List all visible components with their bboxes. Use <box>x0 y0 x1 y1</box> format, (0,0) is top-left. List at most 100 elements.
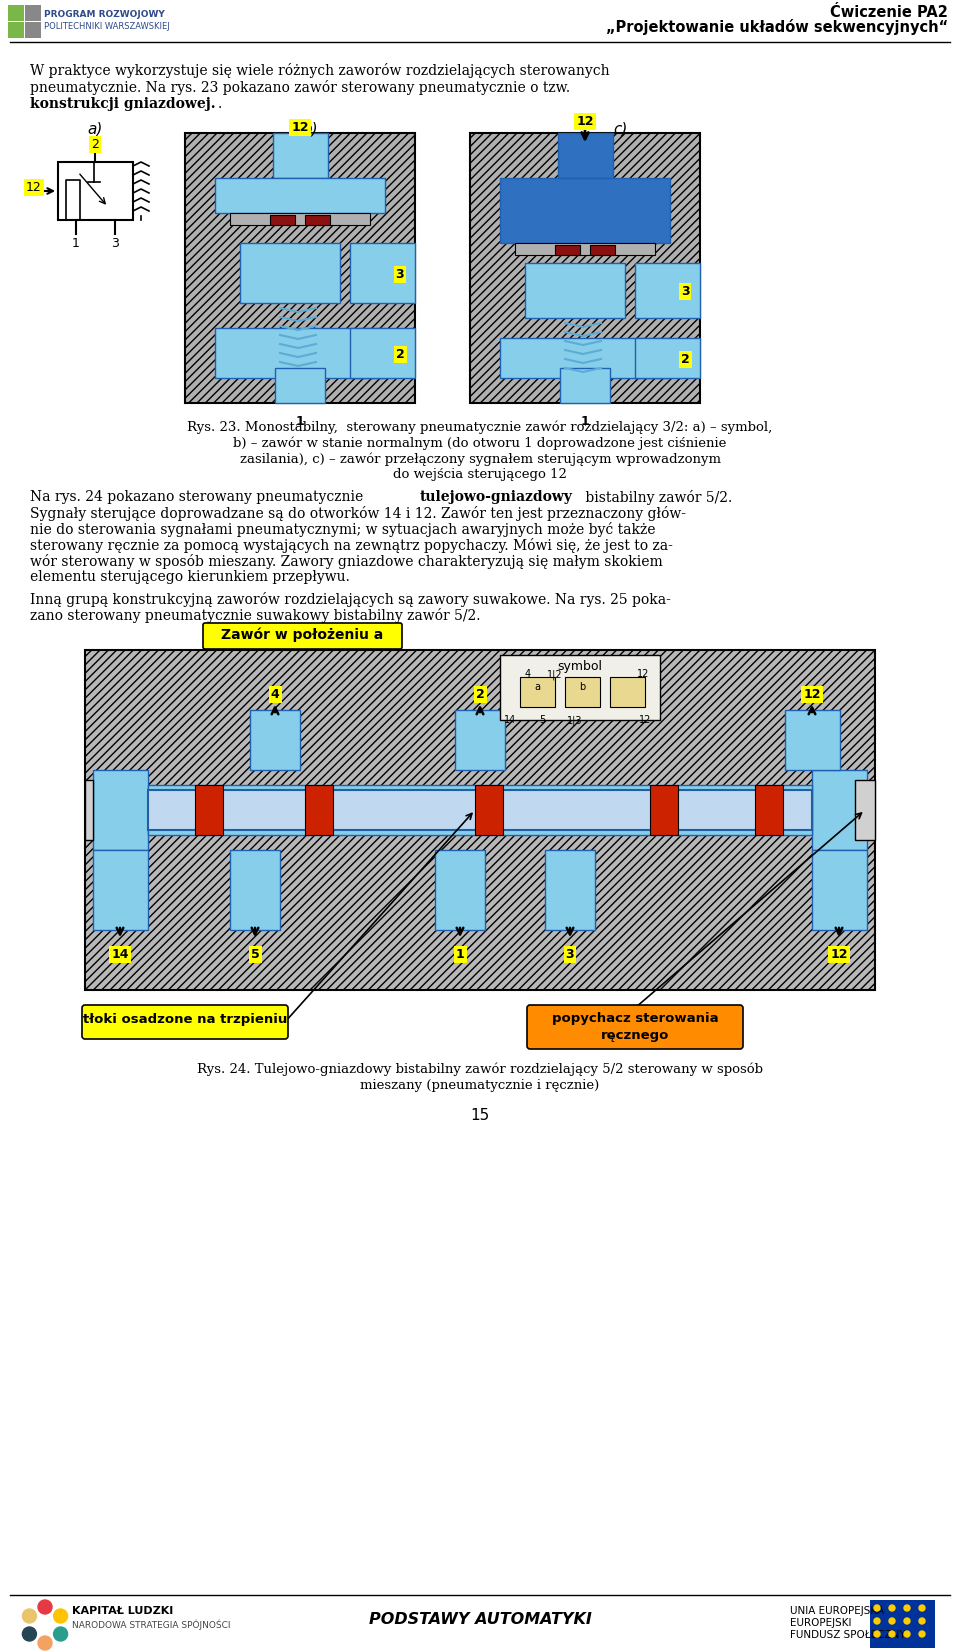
Bar <box>148 790 812 829</box>
Bar <box>812 851 867 930</box>
Text: EUROPEJSKI: EUROPEJSKI <box>790 1617 852 1627</box>
Bar <box>58 162 133 220</box>
Text: zasilania), c) – zawór przełączony sygnałem sterującym wprowadzonym: zasilania), c) – zawór przełączony sygna… <box>239 453 721 466</box>
Bar <box>273 134 328 178</box>
Bar <box>185 134 415 403</box>
Circle shape <box>919 1617 925 1624</box>
Circle shape <box>874 1617 880 1624</box>
Text: NARODOWA STRATEGIA SPÓJNOŚCI: NARODOWA STRATEGIA SPÓJNOŚCI <box>72 1619 230 1629</box>
Bar <box>350 243 415 302</box>
Text: popychacz sterowania
ręcznego: popychacz sterowania ręcznego <box>552 1013 718 1042</box>
Text: .: . <box>218 97 223 111</box>
Text: 15: 15 <box>470 1108 490 1123</box>
Text: a: a <box>534 682 540 692</box>
Circle shape <box>22 1627 36 1640</box>
Circle shape <box>889 1606 895 1611</box>
Bar <box>195 785 223 834</box>
Bar <box>93 851 148 930</box>
Bar <box>555 244 580 254</box>
Text: b): b) <box>302 122 318 137</box>
Bar <box>85 780 93 839</box>
Text: 12: 12 <box>638 715 651 725</box>
Bar <box>475 785 503 834</box>
Text: 2: 2 <box>91 139 99 150</box>
Bar <box>545 851 595 930</box>
Bar <box>215 329 385 378</box>
Circle shape <box>22 1609 36 1622</box>
Circle shape <box>889 1617 895 1624</box>
Text: Rys. 24. Tulejowo-gniazdowy bistabilny zawór rozdzielający 5/2 sterowany w sposó: Rys. 24. Tulejowo-gniazdowy bistabilny z… <box>197 1062 763 1077</box>
Text: 5: 5 <box>539 715 545 725</box>
Text: FUNDUSZ SPOŁECZNY: FUNDUSZ SPOŁECZNY <box>790 1631 905 1640</box>
Text: konstrukcji gniazdowej.: konstrukcji gniazdowej. <box>30 97 216 111</box>
Bar <box>230 213 370 225</box>
Text: 1|3: 1|3 <box>567 715 583 725</box>
Bar <box>500 178 670 243</box>
Circle shape <box>889 1631 895 1637</box>
Bar <box>515 243 655 254</box>
Text: 12: 12 <box>830 948 848 961</box>
Text: 12: 12 <box>636 669 649 679</box>
Bar <box>565 677 600 707</box>
Bar <box>25 5 41 21</box>
Bar <box>350 329 415 378</box>
Text: pneumatycznie. Na rys. 23 pokazano zawór sterowany pneumatycznie o tzw.: pneumatycznie. Na rys. 23 pokazano zawór… <box>30 79 574 96</box>
Text: 3: 3 <box>396 268 404 281</box>
Text: KAPITAŁ LUDZKI: KAPITAŁ LUDZKI <box>72 1606 173 1616</box>
Bar <box>305 215 330 225</box>
Text: „Projektowanie układów sekwencyjnych“: „Projektowanie układów sekwencyjnych“ <box>606 20 948 35</box>
Bar <box>500 339 670 378</box>
Bar <box>558 134 613 178</box>
Bar <box>93 770 148 851</box>
Text: W praktyce wykorzystuje się wiele różnych zaworów rozdzielających sterowanych: W praktyce wykorzystuje się wiele różnyc… <box>30 63 610 78</box>
Bar <box>455 710 505 770</box>
Bar <box>812 770 867 851</box>
Bar <box>755 785 783 834</box>
Bar <box>305 785 333 834</box>
Text: 1: 1 <box>581 415 589 428</box>
Text: UNIA EUROPEJSKA: UNIA EUROPEJSKA <box>790 1606 884 1616</box>
Text: Ćwiczenie PA2: Ćwiczenie PA2 <box>830 5 948 20</box>
Bar <box>215 178 385 213</box>
Text: tulejowo-gniazdowy: tulejowo-gniazdowy <box>420 491 573 504</box>
Bar <box>560 368 610 403</box>
Text: sterowany ręcznie za pomocą wystających na zewnątrz popychaczy. Mówi się, że jes: sterowany ręcznie za pomocą wystających … <box>30 539 673 553</box>
Bar <box>500 654 660 720</box>
Text: tłoki osadzone na trzpieniu: tłoki osadzone na trzpieniu <box>83 1013 287 1026</box>
Text: Sygnały sterujące doprowadzane są do otworków 14 i 12. Zawór ten jest przeznaczo: Sygnały sterujące doprowadzane są do otw… <box>30 506 686 520</box>
Text: 12: 12 <box>804 687 821 700</box>
Text: PODSTAWY AUTOMATYKI: PODSTAWY AUTOMATYKI <box>369 1612 591 1627</box>
Text: Na rys. 24 pokazano sterowany pneumatycznie: Na rys. 24 pokazano sterowany pneumatycz… <box>30 491 368 504</box>
Text: wór sterowany w sposób mieszany. Zawory gniazdowe charakteryzują się małym skoki: wór sterowany w sposób mieszany. Zawory … <box>30 553 662 568</box>
Text: Zawór w położeniu a: Zawór w położeniu a <box>221 628 383 643</box>
Bar <box>25 21 41 38</box>
Text: 1: 1 <box>296 415 304 428</box>
Text: 2: 2 <box>396 349 404 362</box>
FancyBboxPatch shape <box>527 1004 743 1049</box>
Text: a): a) <box>87 122 103 137</box>
Circle shape <box>38 1635 52 1650</box>
Text: 1: 1 <box>456 948 465 961</box>
Circle shape <box>38 1601 52 1614</box>
Bar <box>470 134 700 403</box>
Text: 3: 3 <box>111 236 119 249</box>
Text: POLITECHNIKI WARSZAWSKIEJ: POLITECHNIKI WARSZAWSKIEJ <box>44 21 170 31</box>
Bar <box>650 785 678 834</box>
Text: 12: 12 <box>576 116 593 127</box>
Text: bistabilny zawór 5/2.: bistabilny zawór 5/2. <box>581 491 732 506</box>
Text: Rys. 23. Monostabilny,  sterowany pneumatycznie zawór rozdzielający 3/2: a) – sy: Rys. 23. Monostabilny, sterowany pneumat… <box>187 420 773 433</box>
Bar <box>870 1601 935 1649</box>
Text: 3: 3 <box>681 286 689 297</box>
Bar <box>85 649 875 990</box>
Text: 1: 1 <box>72 236 80 249</box>
Text: 1|2: 1|2 <box>547 669 563 679</box>
Text: 12: 12 <box>291 121 309 134</box>
Bar <box>520 677 555 707</box>
Text: 12: 12 <box>26 182 42 193</box>
Bar <box>148 785 812 834</box>
Circle shape <box>919 1606 925 1611</box>
Bar <box>250 710 300 770</box>
Text: 2: 2 <box>681 354 689 367</box>
Bar <box>230 851 280 930</box>
Bar <box>590 244 615 254</box>
